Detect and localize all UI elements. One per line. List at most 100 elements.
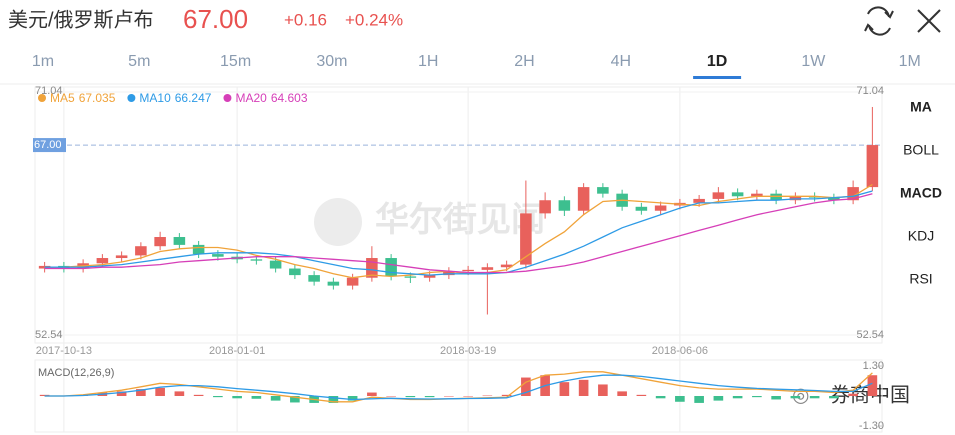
legend-name: MA5 [50, 91, 75, 105]
y-tick-label: 71.04 [35, 85, 63, 97]
candle-body [443, 271, 455, 276]
candle-body [250, 259, 263, 261]
macd-bar [213, 396, 223, 398]
timeframe-tab[interactable]: 5m [128, 53, 150, 70]
legend-name: MA10 [139, 91, 171, 105]
y-tick-label: -1.30 [859, 420, 884, 432]
legend-value: 66.247 [175, 91, 212, 105]
candle-body [577, 187, 590, 211]
candle-body [269, 260, 282, 269]
macd-bar [675, 396, 685, 402]
candle-body [423, 275, 436, 278]
timeframe-tab[interactable]: 1D [707, 53, 727, 70]
macd-bar [867, 375, 878, 396]
x-tick-label: 2018-06-06 [652, 345, 708, 357]
legend-value: 64.603 [271, 91, 308, 105]
candle-body [308, 275, 320, 282]
timeframe-tab[interactable]: 2H [514, 53, 534, 70]
candle-body [847, 187, 859, 201]
candle-body [751, 193, 763, 197]
candle-body [635, 206, 648, 211]
change-pct: +0.24% [345, 10, 403, 29]
candle-body [289, 268, 301, 276]
candle-body [327, 281, 340, 286]
macd-bar [367, 392, 377, 396]
change: +0.16 [284, 10, 327, 29]
macd-bar [232, 396, 242, 399]
y-tick-label: 71.04 [856, 85, 884, 97]
macd-bar [155, 387, 165, 396]
indicator-option[interactable]: RSI [909, 271, 932, 287]
macd-bar [347, 396, 358, 401]
macd-bar [732, 396, 743, 399]
candle-body [597, 187, 609, 194]
timeframe-tab[interactable]: 15m [220, 53, 251, 70]
timeframe-tab[interactable]: 30m [316, 53, 347, 70]
macd-bar [713, 396, 724, 401]
indicator-option[interactable]: MACD [900, 185, 942, 201]
close-icon[interactable] [917, 9, 941, 33]
macd-bar [848, 393, 858, 396]
wechat-icon: ◎ [792, 384, 809, 406]
indicator-option[interactable]: KDJ [908, 228, 934, 244]
candle-body [481, 267, 494, 270]
timeframe-tab[interactable]: 1H [418, 53, 438, 70]
macd-bar [444, 396, 454, 397]
ma-line [44, 193, 873, 274]
candle-body [212, 254, 224, 257]
candle-body [346, 277, 359, 286]
candle-body [154, 237, 166, 247]
macd-bar [598, 384, 608, 396]
timeframe-tab[interactable]: 1M [899, 53, 921, 70]
macd-bar [116, 391, 127, 396]
price: 67.00 [183, 4, 248, 34]
candle-body [192, 244, 205, 255]
candle-body [520, 213, 532, 265]
current-price-tag [33, 138, 66, 153]
macd-bar [193, 394, 204, 396]
macd-bar [463, 396, 473, 397]
macd-bar [136, 389, 146, 396]
candle-body [462, 269, 474, 272]
macd-bar [501, 394, 512, 396]
legend-dot [223, 94, 232, 102]
macd-line [44, 374, 873, 401]
macd-bar [578, 379, 589, 396]
candle-body [693, 198, 705, 203]
candle-body [558, 200, 571, 211]
candle-body [654, 205, 667, 211]
x-tick-label: 2018-01-01 [209, 345, 265, 357]
y-tick-label: 1.30 [863, 360, 884, 372]
macd-bar [386, 396, 396, 397]
timeframe-tab[interactable]: 4H [611, 53, 631, 70]
candle-body [539, 200, 551, 214]
macd-title: MACD(12,26,9) [38, 367, 114, 379]
macd-bar [405, 396, 416, 398]
y-tick-label: 52.54 [35, 329, 63, 341]
macd-bar [174, 391, 185, 396]
macd-bar [829, 396, 839, 399]
timeframe-tab[interactable]: 1m [32, 53, 54, 70]
macd-bar [790, 396, 801, 399]
plot-frame [34, 86, 883, 344]
candle-body [115, 255, 128, 259]
refresh-icon[interactable] [864, 6, 894, 36]
macd-bar [559, 382, 570, 396]
legend-name: MA20 [235, 91, 267, 105]
indicator-option[interactable]: MA [910, 99, 932, 115]
candle-body [173, 237, 186, 245]
macd-bar [771, 396, 781, 400]
macd-bar [270, 396, 281, 401]
macd-bar [617, 391, 627, 396]
y-tick-label: 52.54 [856, 329, 884, 341]
legend-dot [38, 94, 46, 102]
macd-bar [694, 396, 704, 403]
indicator-option[interactable]: BOLL [903, 142, 939, 158]
macd-bar [290, 396, 300, 403]
watermark: 华尔街见闻 [375, 201, 545, 239]
candle-body [96, 258, 109, 264]
timeframe-tab[interactable]: 1W [801, 53, 826, 70]
legend-value: 67.035 [79, 91, 116, 105]
macd-bar [636, 394, 647, 396]
macd-bar [424, 396, 435, 398]
